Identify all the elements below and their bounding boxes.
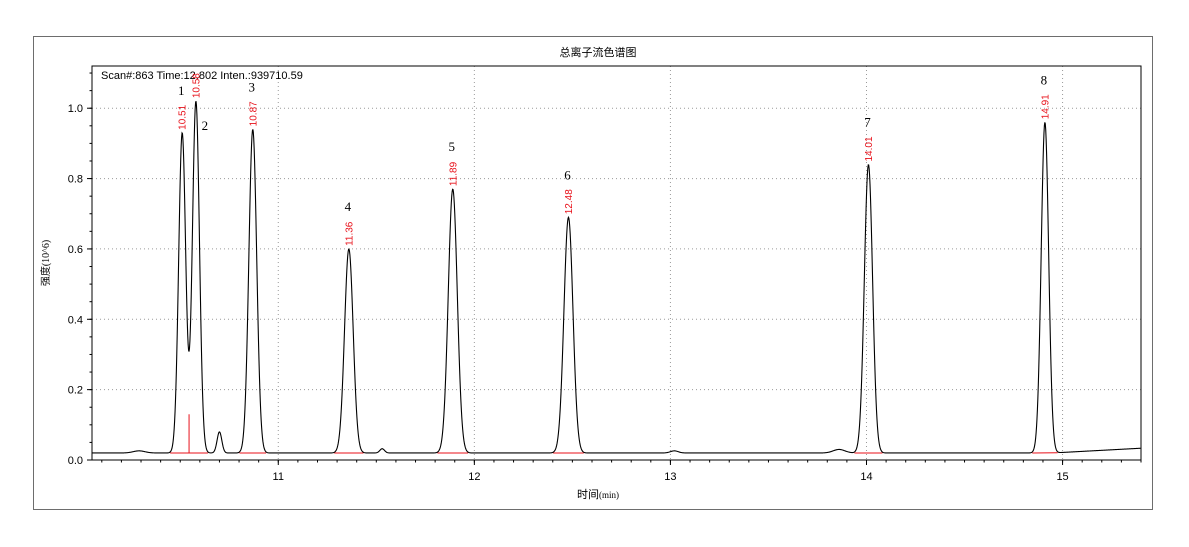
chromatogram-chart: 总离子流色谱图 11 12 13 14 150.00.20.40.60.81.0 Sca… (39, 45, 1142, 501)
x-axis-label: 时间(min) (577, 488, 619, 501)
peak-labels: 10.51 1 10.58 2 10.87 3 11.36 4 11.89 5 12.48 6 14.0… (178, 72, 1052, 246)
integration-baselines (170, 414, 1058, 454)
x-tick-label: 13 (664, 471, 676, 483)
y-tick-label: 0.6 (68, 244, 83, 256)
x-tick-label: 12 (468, 471, 480, 483)
axes: 11 12 13 14 150.00.20.40.60.81.0 (68, 72, 1142, 483)
peak-number-label: 1 (178, 83, 185, 98)
x-tick-label: 11 (273, 471, 284, 483)
y-tick-label: 1.0 (68, 103, 83, 115)
y-tick-label: 0.8 (68, 174, 83, 186)
retention-time-label: 10.51 (178, 104, 189, 129)
peak-number-label: 8 (1041, 72, 1048, 87)
chart-frame: 总离子流色谱图 11 12 13 14 15 0.0 0.2 0.4 0.6 0.8 1.0 Sca… (33, 36, 1153, 510)
y-tick-label: 0.0 (68, 455, 83, 467)
x-axis-label-unit: (min) (599, 490, 619, 500)
y-axis-label: 强度(10^6) (39, 240, 52, 286)
plot-area-border (91, 65, 1142, 461)
retention-time-label: 10.87 (248, 101, 259, 126)
retention-time-label: 11.36 (344, 221, 355, 246)
peak-number-label: 4 (345, 199, 352, 214)
y-tick-label: 0.4 (68, 314, 83, 326)
retention-time-label: 14.01 (864, 136, 875, 161)
grid (92, 66, 1141, 460)
y-tick-label: 0.2 (68, 385, 83, 397)
x-tick-label: 15 (1056, 471, 1068, 483)
tic-trace (92, 101, 1142, 454)
peak-number-label: 2 (202, 118, 209, 133)
retention-time-label: 14.91 (1040, 94, 1051, 119)
peak-number-label: 3 (249, 79, 256, 94)
peak-number-label: 7 (864, 115, 871, 130)
peak-number-label: 6 (564, 167, 571, 182)
retention-time-label: 12.48 (564, 189, 575, 214)
scan-info-text: Scan#:863 Time:12.802 Inten.:939710.59 (101, 70, 303, 82)
x-tick-label: 14 (860, 471, 872, 483)
chart-title: 总离子流色谱图 (560, 45, 637, 59)
x-axis-label-main: 时间 (577, 488, 599, 501)
retention-time-label: 10.58 (191, 73, 202, 98)
peak-number-label: 5 (449, 139, 456, 154)
retention-time-label: 11.89 (448, 161, 459, 186)
